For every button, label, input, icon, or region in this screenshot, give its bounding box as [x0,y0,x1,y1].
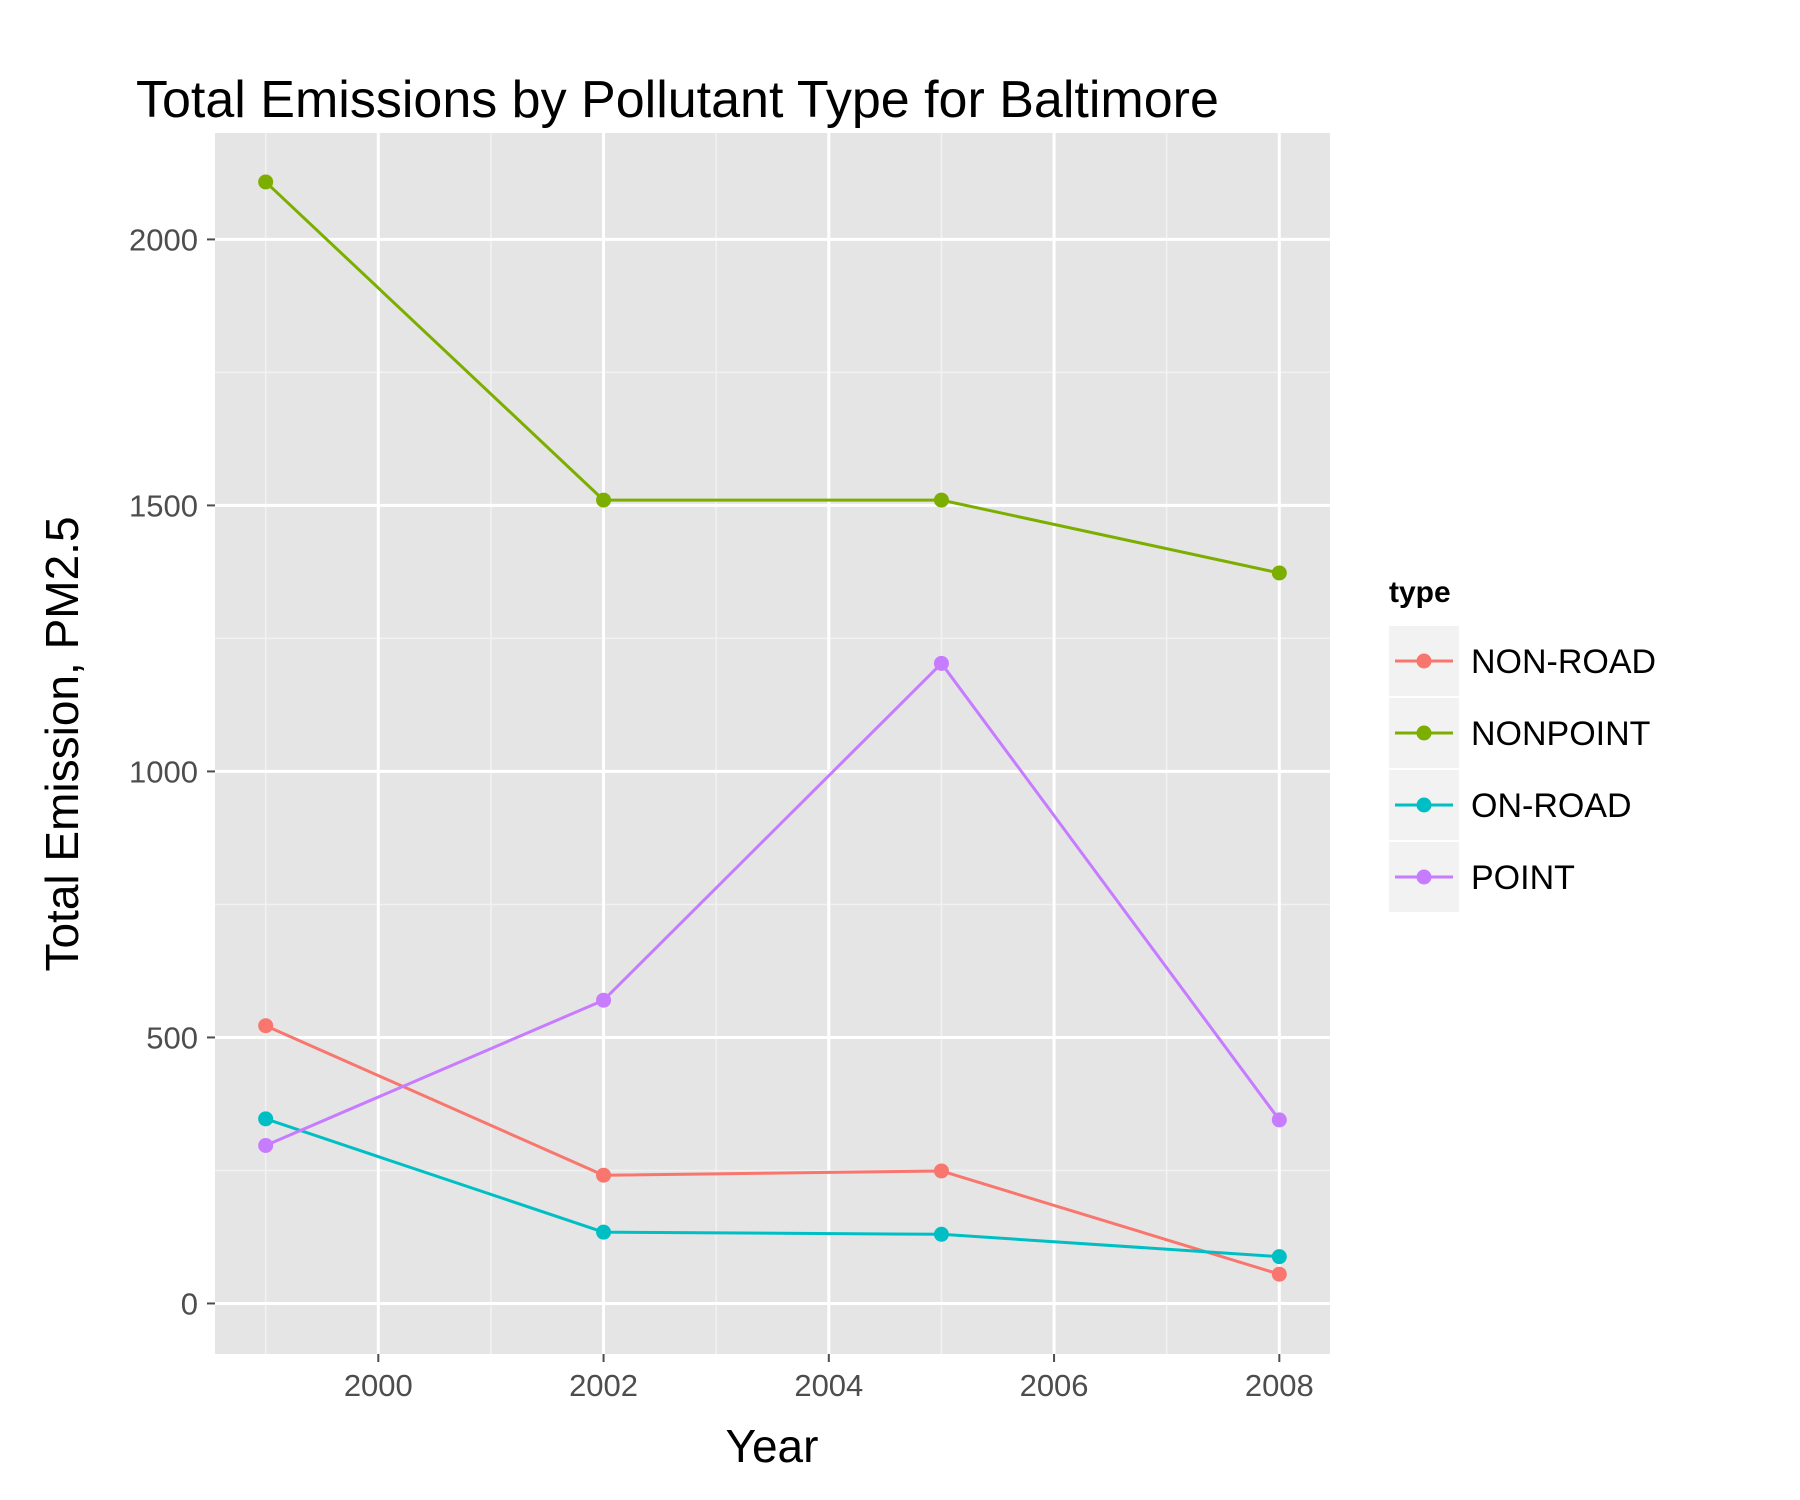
data-point-nonpoint [596,492,612,508]
legend-key-point [1416,725,1432,741]
x-tick-label: 2008 [1245,1368,1314,1403]
y-tick-label: 1000 [129,754,198,789]
data-point-on-road [933,1226,949,1242]
legend-label: NON-ROAD [1471,643,1656,681]
legend: type NON-ROAD NONPOINT ON-ROAD POINT [1389,576,1656,912]
legend-item-point: POINT [1389,842,1575,912]
series-line-point [265,661,1281,1147]
y-axis-ticks: 0 500 1000 1500 2000 [129,222,215,1321]
data-point-point [933,655,949,671]
x-axis-ticks: 2000 2002 2004 2006 2008 [344,1354,1314,1403]
legend-item-nonpoint: NONPOINT [1389,698,1650,768]
x-tick-label: 2004 [794,1368,863,1403]
series-layer [258,174,1287,1282]
y-tick-label: 0 [181,1286,198,1321]
major-gridlines [215,133,1330,1354]
series-line-non-road [265,1024,1280,1276]
y-axis-title: Total Emission, PM2.5 [36,516,88,971]
series-on-road [258,1111,1287,1265]
legend-label: POINT [1471,859,1575,897]
data-point-non-road [933,1163,949,1179]
series-non-road [258,1018,1287,1282]
x-tick-label: 2006 [1020,1368,1089,1403]
data-point-point [258,1137,274,1153]
data-point-nonpoint [933,492,949,508]
series-nonpoint [258,174,1287,581]
data-point-on-road [258,1111,274,1127]
legend-title: type [1389,576,1451,609]
series-point [258,655,1287,1153]
data-point-point [1271,1112,1287,1128]
data-point-non-road [258,1018,274,1034]
x-axis-title: Year [726,1420,819,1472]
legend-items: NON-ROAD NONPOINT ON-ROAD POINT [1389,626,1656,912]
y-tick-label: 1500 [129,488,198,523]
legend-label: NONPOINT [1471,715,1650,753]
x-tick-label: 2002 [569,1368,638,1403]
legend-item-non-road: NON-ROAD [1389,626,1656,696]
data-point-on-road [1271,1249,1287,1265]
data-point-on-road [596,1224,612,1240]
data-point-non-road [1271,1266,1287,1282]
minor-gridlines [215,133,1330,1354]
legend-item-on-road: ON-ROAD [1389,770,1632,840]
series-line-on-road [265,1117,1280,1259]
chart-title: Total Emissions by Pollutant Type for Ba… [136,71,1219,129]
data-point-non-road [596,1167,612,1183]
legend-label: ON-ROAD [1471,787,1632,825]
legend-key-point [1416,797,1432,813]
x-tick-label: 2000 [344,1368,413,1403]
y-tick-label: 2000 [129,222,198,257]
data-point-point [596,992,612,1008]
plot-panel [215,133,1330,1354]
legend-key-point [1416,653,1432,669]
series-line-nonpoint [264,180,1280,575]
y-tick-label: 500 [146,1020,198,1055]
legend-key-point [1416,869,1432,885]
data-point-nonpoint [258,174,274,190]
data-point-nonpoint [1271,565,1287,581]
